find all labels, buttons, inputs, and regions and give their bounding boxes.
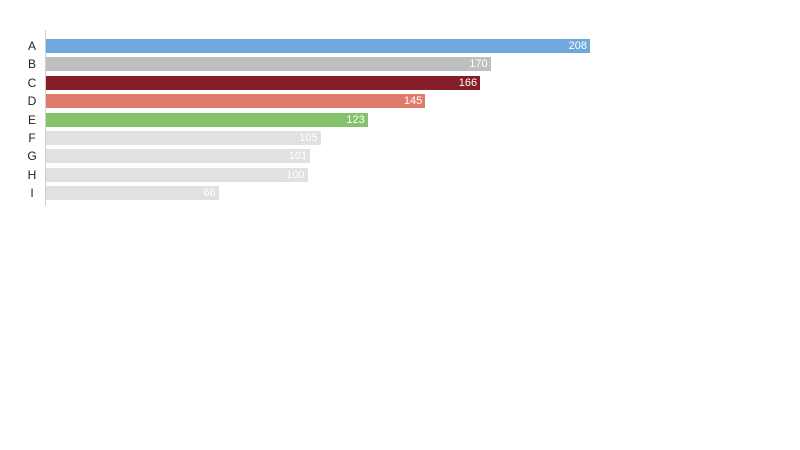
bar-row: G 101 — [0, 149, 800, 164]
bar: 66 — [46, 186, 219, 201]
bar-row: I 66 — [0, 186, 800, 201]
category-label: C — [27, 75, 37, 90]
value-label: 101 — [288, 150, 308, 163]
category-label: I — [30, 186, 34, 201]
bar: 100 — [46, 167, 308, 182]
bar-row: H 100 — [0, 167, 800, 182]
y-axis-line — [45, 30, 46, 206]
bar-row: F 105 — [0, 131, 800, 145]
bar: 105 — [46, 131, 321, 145]
category-label: B — [27, 57, 36, 72]
value-label: 166 — [458, 76, 478, 89]
category-label: H — [27, 167, 37, 182]
bar: 145 — [46, 94, 426, 109]
bar-row: E 123 — [0, 112, 800, 127]
category-label: E — [27, 112, 36, 127]
category-label: D — [27, 94, 37, 109]
bar: 101 — [46, 149, 311, 164]
bar: 166 — [46, 75, 481, 90]
value-label: 145 — [403, 95, 423, 108]
bar-row: A 208 — [0, 39, 800, 53]
bar: 208 — [46, 39, 590, 53]
value-label: 208 — [568, 40, 587, 52]
value-label: 123 — [346, 113, 365, 126]
bar-row: B 170 — [0, 57, 800, 72]
value-label: 100 — [286, 168, 305, 181]
category-label: F — [28, 131, 36, 145]
value-label: 105 — [299, 132, 318, 144]
bar: 123 — [46, 112, 368, 127]
bar-row: C 166 — [0, 75, 800, 90]
value-label: 170 — [469, 58, 488, 71]
category-label: A — [27, 39, 36, 53]
bar: 170 — [46, 57, 491, 72]
value-label: 66 — [203, 187, 216, 200]
category-label: G — [27, 149, 37, 164]
bar-row: D 145 — [0, 94, 800, 109]
